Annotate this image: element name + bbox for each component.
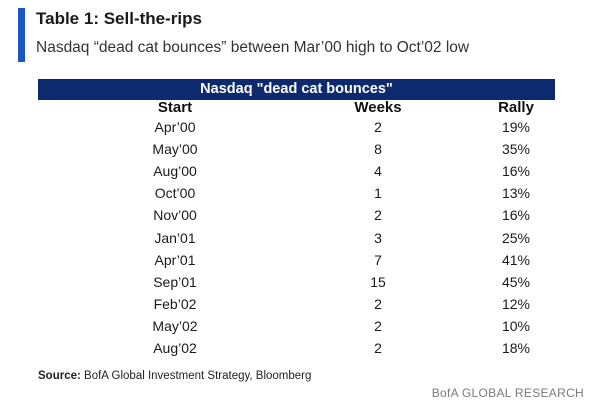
column-header-rally: Rally: [498, 99, 534, 116]
cell-start: Aug’02: [153, 340, 197, 356]
cell-start: Feb’02: [153, 295, 197, 312]
cell-weeks: 2: [374, 119, 382, 135]
cell-rally: 16%: [501, 207, 531, 224]
cell-weeks: 7: [374, 251, 382, 268]
cell-rally: 41%: [501, 251, 531, 268]
column-header-start: Start: [157, 99, 193, 116]
cell-start: Oct’00: [154, 185, 196, 202]
cell-rally: 18%: [501, 340, 531, 356]
cell-weeks: 2: [374, 207, 382, 224]
cell-rally: 19%: [501, 119, 531, 135]
source-text: BofA Global Investment Strategy, Bloombe…: [84, 370, 312, 382]
cell-rally: 35%: [501, 141, 531, 158]
cell-start: Apr’00: [154, 119, 196, 135]
brand-footer: BofA GLOBAL RESEARCH: [431, 386, 584, 400]
cell-rally: 13%: [501, 185, 531, 202]
table-subtitle: Nasdaq “dead cat bounces” between Mar’00…: [36, 39, 470, 56]
cell-weeks: 4: [374, 163, 382, 180]
cell-rally: 16%: [501, 163, 531, 180]
cell-weeks: 1: [374, 185, 382, 202]
cell-start: Aug’00: [153, 163, 197, 180]
table-title: Table 1: Sell-the-rips: [36, 9, 202, 28]
cell-start: May’02: [152, 317, 198, 334]
cell-rally: 12%: [501, 295, 531, 312]
cell-start: Sep’01: [153, 273, 197, 290]
cell-rally: 10%: [501, 317, 531, 334]
cell-weeks: 15: [370, 273, 386, 290]
source-note: Source: BofA Global Investment Strategy,…: [38, 370, 311, 382]
cell-rally: 45%: [501, 273, 531, 290]
cell-start: May’00: [152, 141, 198, 158]
cell-weeks: 2: [374, 295, 382, 312]
accent-bar: [18, 8, 25, 62]
cell-rally: 25%: [501, 229, 531, 246]
cell-weeks: 2: [374, 340, 382, 356]
cell-weeks: 2: [374, 317, 382, 334]
cell-start: Apr’01: [154, 251, 196, 268]
cell-start: Jan’01: [154, 229, 196, 246]
cell-weeks: 8: [374, 141, 382, 158]
cell-start: Nov’00: [153, 207, 197, 224]
source-label: Source:: [38, 370, 81, 382]
column-header-weeks: Weeks: [354, 99, 402, 116]
table-header-banner: Nasdaq "dead cat bounces": [38, 79, 555, 100]
cell-weeks: 3: [374, 229, 382, 246]
